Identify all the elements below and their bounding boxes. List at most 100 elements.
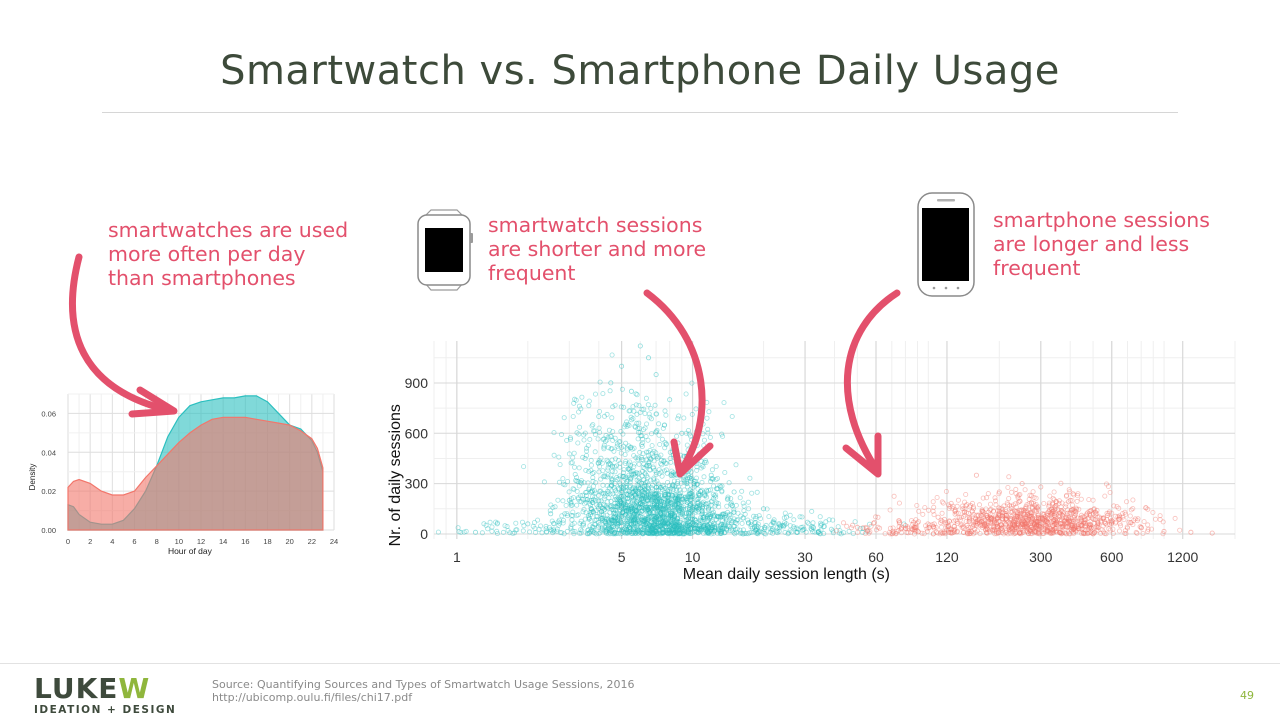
scatter-point-smartwatch [673, 487, 679, 493]
scatter-point-smartwatch [701, 513, 707, 519]
scatter-point-smartphone [1056, 498, 1062, 504]
scatter-point-smartwatch [652, 505, 658, 511]
scatter-point-smartwatch [810, 529, 816, 535]
scatter-point-smartwatch [612, 480, 618, 486]
scatter-point-smartphone [1117, 521, 1123, 527]
scatter-point-smartphone [939, 499, 945, 505]
scatter-point-smartwatch [653, 528, 659, 534]
scatter-point-smartphone [1017, 498, 1023, 504]
scatter-point-smartwatch [724, 496, 730, 502]
scatter-point-smartwatch [687, 531, 693, 537]
scatter-point-smartphone [1058, 531, 1064, 537]
scatter-point-smartwatch [592, 517, 598, 523]
scatter-point-smartphone [1099, 527, 1105, 533]
scatter-point-smartwatch [677, 524, 683, 530]
scatter-point-smartwatch [671, 472, 677, 478]
scatter-point-smartphone [965, 510, 971, 516]
scatter-point-smartwatch [711, 528, 717, 534]
scatter-point-smartphone [1082, 523, 1088, 529]
scatter-point-smartwatch [645, 507, 651, 513]
scatter-point-smartphone [1064, 512, 1070, 518]
scatter-point-smartwatch [627, 459, 633, 465]
scatter-point-smartwatch [679, 430, 685, 436]
scatter-point-smartwatch [747, 530, 753, 536]
scatter-point-smartwatch [608, 483, 614, 489]
scatter-point-smartphone [1035, 531, 1041, 537]
scatter-point-smartwatch [673, 522, 679, 528]
scatter-point-smartwatch [686, 489, 692, 495]
scatter-point-smartphone [1029, 517, 1035, 523]
scatter-point-smartwatch [651, 530, 657, 536]
scatter-point-smartwatch [672, 502, 678, 508]
scatter-point-smartphone [982, 517, 988, 523]
scatter-point-smartwatch [596, 464, 602, 470]
scatter-point-smartwatch [640, 451, 646, 457]
scatter-point-smartwatch [584, 489, 590, 495]
scatter-point-smartwatch [625, 507, 631, 513]
scatter-point-smartwatch [605, 461, 611, 467]
scatter-point-smartwatch [577, 520, 583, 526]
scatter-point-smartwatch [651, 522, 657, 528]
scatter-point-smartwatch [603, 528, 609, 534]
scatter-point-smartwatch [643, 520, 649, 526]
scatter-point-smartphone [1028, 520, 1034, 526]
scatter-point-smartwatch [642, 501, 648, 507]
scatter-point-smartwatch [604, 474, 610, 480]
scatter-point-smartwatch [707, 514, 713, 520]
scatter-point-smartphone [1070, 526, 1076, 532]
scatter-point-smartwatch [602, 506, 608, 512]
scatter-point-smartwatch [608, 434, 614, 440]
scatter-point-smartwatch [666, 528, 672, 534]
scatter-point-smartwatch [585, 527, 591, 533]
scatter-point-smartwatch [656, 530, 662, 536]
scatter-point-smartwatch [635, 490, 641, 496]
scatter-point-smartwatch [555, 519, 561, 525]
scatter-point-smartphone [1024, 508, 1030, 514]
scatter-point-smartwatch [664, 527, 670, 533]
scatter-point-smartphone [941, 529, 947, 535]
scatter-point-smartwatch [674, 486, 680, 492]
scatter-point-smartwatch [636, 490, 642, 496]
scatter-point-smartwatch [693, 528, 699, 534]
scatter-point-smartwatch [618, 505, 624, 511]
scatter-point-smartwatch [640, 477, 646, 483]
scatter-point-smartwatch [683, 522, 689, 528]
scatter-point-smartwatch [720, 433, 726, 439]
scatter-point-smartwatch [620, 501, 626, 507]
scatter-point-smartwatch [719, 511, 725, 517]
scatter-point-smartphone [887, 507, 893, 513]
scatter-point-smartwatch [604, 437, 610, 443]
scatter-point-smartwatch [650, 522, 656, 528]
scatter-point-smartwatch [680, 529, 686, 535]
scatter-point-smartwatch [692, 526, 698, 532]
scatter-point-smartwatch [643, 395, 649, 401]
scatter-point-smartphone [1073, 505, 1079, 511]
scatter-point-smartwatch [596, 506, 602, 512]
scatter-point-smartphone [1065, 510, 1071, 516]
scatter-point-smartwatch [576, 465, 582, 471]
scatter-point-smartwatch [632, 424, 638, 430]
scatter-point-smartphone [1049, 511, 1055, 517]
scatter-point-smartphone [1029, 516, 1035, 522]
scatter-point-smartwatch [627, 508, 633, 514]
scatter-point-smartwatch [867, 521, 873, 527]
scatter-point-smartwatch [675, 505, 681, 511]
scatter-point-smartwatch [622, 422, 628, 428]
curved-arrow-icon [69, 253, 178, 418]
scatter-point-smartwatch [687, 502, 693, 508]
scatter-point-smartwatch [629, 417, 635, 423]
scatter-point-smartwatch [592, 488, 598, 494]
scatter-point-smartwatch [574, 488, 580, 494]
scatter-point-smartwatch [631, 445, 637, 451]
scatter-point-smartwatch [632, 511, 638, 517]
scatter-point-smartwatch [676, 530, 682, 536]
scatter-point-smartwatch [641, 517, 647, 523]
scatter-point-smartwatch [642, 411, 648, 417]
scatter-point-smartwatch [632, 503, 638, 509]
scatter-point-smartwatch [698, 517, 704, 523]
scatter-point-smartphone [1101, 529, 1107, 535]
scatter-point-smartwatch [704, 504, 710, 510]
scatter-point-smartwatch [625, 499, 631, 505]
scatter-point-smartwatch [778, 523, 784, 529]
scatter-point-smartwatch [674, 524, 680, 530]
